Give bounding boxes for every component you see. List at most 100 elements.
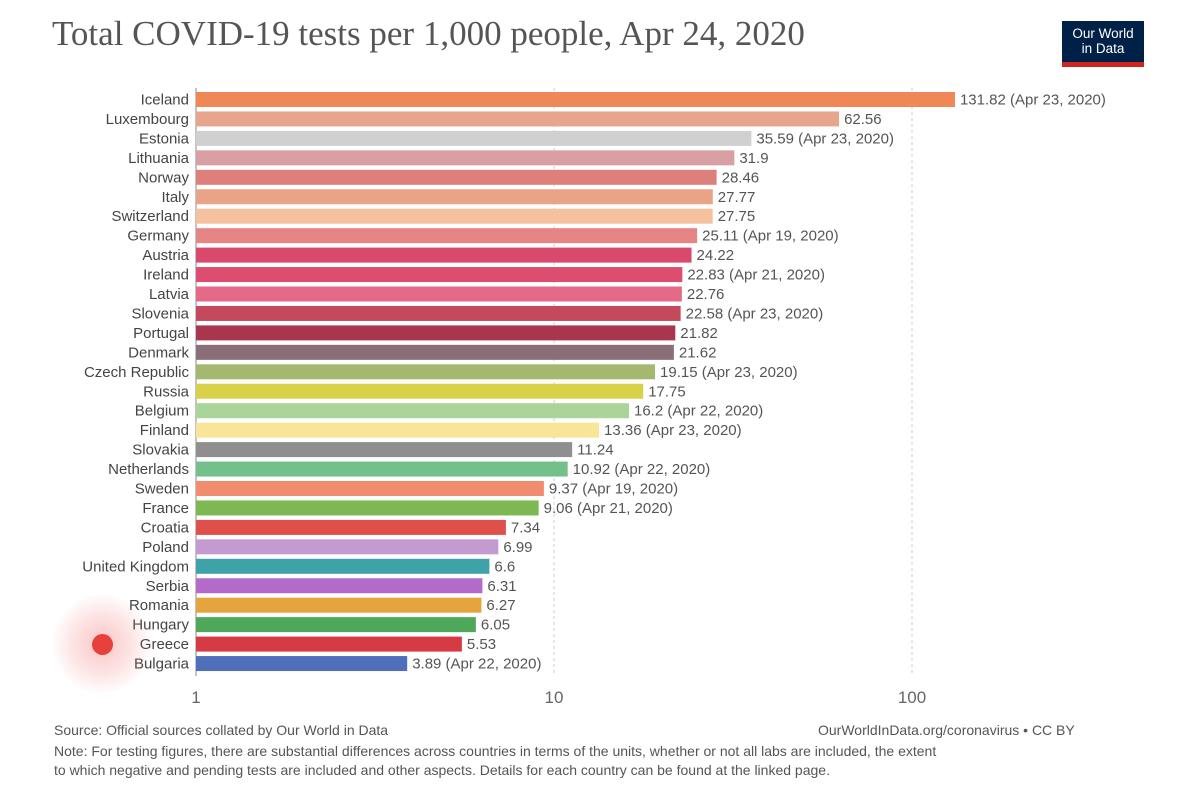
value-label: 24.22	[697, 247, 735, 264]
logo-red-stripe	[1062, 62, 1144, 67]
source-link[interactable]: OurWorldInData.org/coronavirus • CC BY	[818, 722, 1075, 738]
bar	[196, 189, 713, 205]
value-label: 131.82 (Apr 23, 2020)	[960, 92, 1106, 109]
testing-note: Note: For testing figures, there are sub…	[54, 742, 1134, 780]
bar	[196, 169, 717, 185]
country-label: Greece	[140, 636, 189, 653]
value-label: 62.56	[844, 111, 882, 128]
country-label: Hungary	[132, 617, 189, 634]
bar	[196, 539, 499, 555]
country-label: Slovakia	[132, 442, 189, 459]
bar	[196, 656, 408, 672]
bar	[196, 422, 600, 438]
country-label: Sweden	[135, 481, 189, 498]
bar	[196, 558, 490, 574]
value-label: 6.99	[503, 539, 532, 556]
country-label: Finland	[140, 422, 189, 439]
country-label: Germany	[127, 228, 189, 245]
value-label: 27.77	[718, 189, 756, 206]
value-label: 16.2 (Apr 22, 2020)	[634, 403, 763, 420]
country-label: Norway	[138, 169, 189, 186]
value-label: 17.75	[648, 383, 686, 400]
value-label: 35.59 (Apr 23, 2020)	[756, 130, 894, 147]
value-label: 6.27	[486, 597, 515, 614]
country-label: Slovenia	[131, 305, 189, 322]
bar	[196, 403, 630, 419]
bar	[196, 92, 955, 107]
owid-logo[interactable]: Our World in Data	[1062, 21, 1144, 67]
country-label: Czech Republic	[84, 364, 190, 381]
country-label: Austria	[142, 247, 189, 264]
bar	[196, 500, 539, 516]
value-label: 9.06 (Apr 21, 2020)	[544, 500, 673, 517]
country-label: Iceland	[141, 92, 189, 109]
value-label: 27.75	[718, 208, 756, 225]
bar	[196, 636, 462, 652]
country-label: Russia	[143, 383, 190, 400]
bar	[196, 442, 573, 458]
value-label: 22.76	[687, 286, 725, 303]
touch-indicator-dot	[92, 634, 113, 655]
country-label: Netherlands	[108, 461, 189, 478]
value-label: 3.89 (Apr 22, 2020)	[412, 656, 541, 673]
bar	[196, 267, 683, 283]
country-label: Serbia	[146, 578, 190, 595]
source-note: Source: Official sources collated by Our…	[54, 722, 389, 738]
bar	[196, 617, 476, 633]
value-label: 6.31	[487, 578, 516, 595]
value-label: 21.82	[680, 325, 718, 342]
bar	[196, 150, 735, 166]
chart-title: Total COVID-19 tests per 1,000 people, A…	[52, 14, 805, 53]
value-label: 9.37 (Apr 19, 2020)	[549, 481, 678, 498]
country-label: Croatia	[141, 519, 190, 536]
bar	[196, 481, 544, 496]
value-label: 25.11 (Apr 19, 2020)	[702, 228, 838, 245]
note-line-2: to which negative and pending tests are …	[54, 762, 830, 778]
bar	[196, 228, 698, 244]
country-label: Belgium	[135, 403, 189, 420]
country-label: Estonia	[139, 130, 190, 147]
note-line-1: Note: For testing figures, there are sub…	[54, 743, 937, 759]
bar	[196, 111, 840, 127]
bar	[196, 461, 568, 477]
x-tick-label: 10	[545, 688, 564, 707]
value-label: 6.6	[494, 558, 515, 575]
bar	[196, 597, 482, 613]
country-label: Romania	[129, 597, 190, 614]
value-label: 6.05	[481, 617, 510, 634]
country-label: Poland	[142, 539, 189, 556]
value-label: 21.62	[679, 344, 717, 361]
bar	[196, 247, 692, 263]
bar	[196, 325, 676, 341]
country-label: Denmark	[128, 344, 189, 361]
value-label: 7.34	[511, 519, 540, 536]
value-label: 11.24	[577, 442, 613, 459]
country-label: Bulgaria	[134, 656, 190, 673]
bar	[196, 305, 681, 321]
bar	[196, 208, 713, 224]
bar-chart: 1 10 100 Iceland 131.82 (Apr 23, 2020) Luxemb…	[82, 88, 1106, 707]
logo-line-2: in Data	[1081, 41, 1125, 56]
value-label: 28.46	[722, 169, 760, 186]
country-label: Lithuania	[128, 150, 190, 167]
x-tick-label: 100	[898, 688, 926, 707]
bar	[196, 364, 656, 380]
x-tick-label: 1	[191, 688, 200, 707]
value-label: 5.53	[467, 636, 496, 653]
value-label: 22.83 (Apr 21, 2020)	[687, 267, 825, 284]
bar	[196, 286, 682, 302]
bar	[196, 519, 506, 535]
logo-line-1: Our World	[1072, 26, 1134, 41]
value-label: 31.9	[739, 150, 768, 167]
value-label: 13.36 (Apr 23, 2020)	[604, 422, 742, 439]
bar	[196, 130, 752, 146]
bar	[196, 344, 674, 360]
country-label: Switzerland	[111, 208, 189, 225]
country-label: Ireland	[143, 267, 189, 284]
country-label: Italy	[161, 189, 189, 206]
value-label: 19.15 (Apr 23, 2020)	[660, 364, 798, 381]
value-label: 10.92 (Apr 22, 2020)	[573, 461, 711, 478]
country-label: Latvia	[149, 286, 190, 303]
bar	[196, 383, 644, 399]
country-label: Luxembourg	[106, 111, 189, 128]
